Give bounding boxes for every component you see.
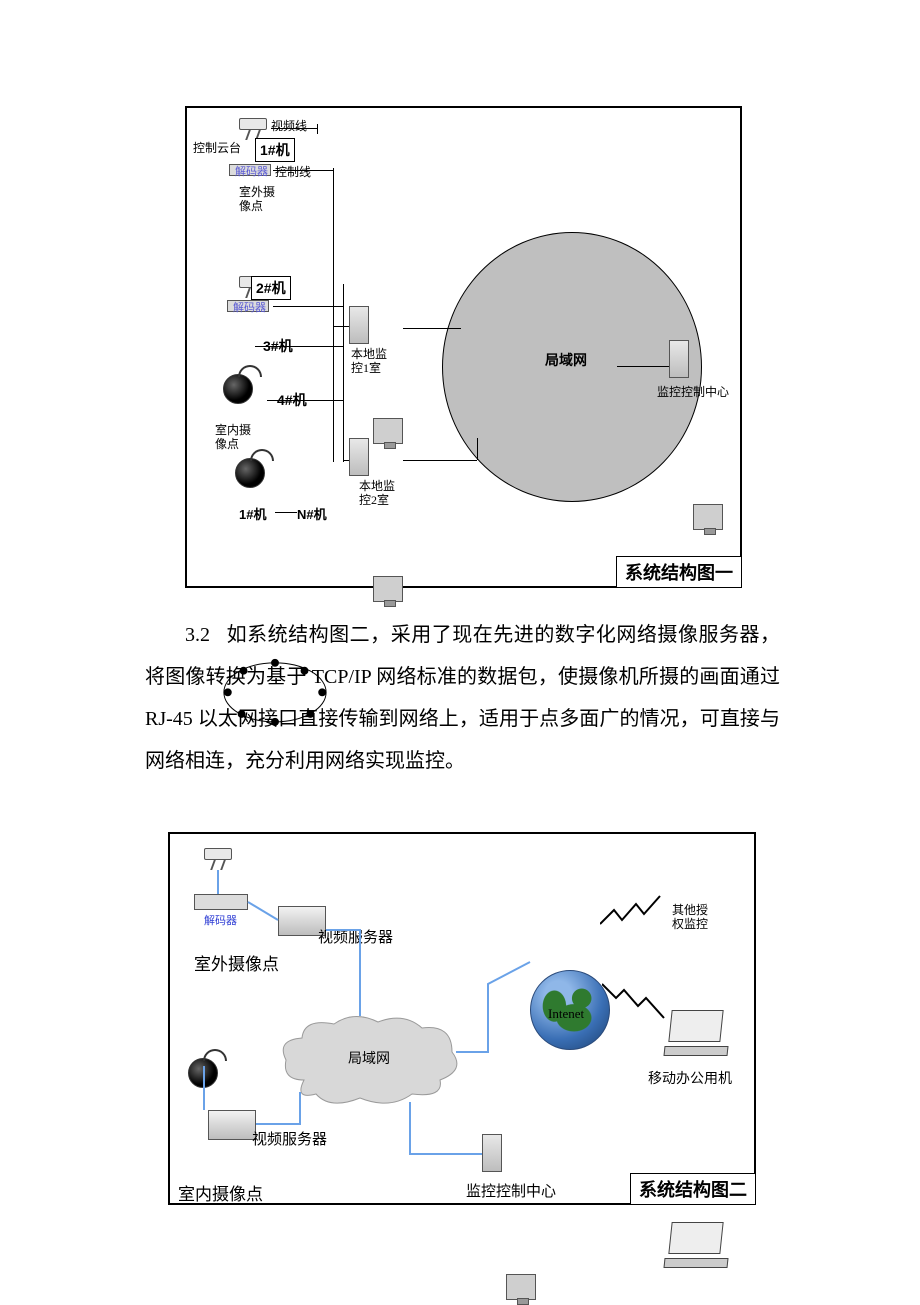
laptop-icon-2 bbox=[664, 1222, 734, 1268]
diagram-2-title: 系统结构图二 bbox=[630, 1173, 756, 1205]
diagram-1-title: 系统结构图一 bbox=[616, 556, 742, 588]
outdoor-point-label: 室外摄 像点 bbox=[239, 186, 275, 214]
pc-tower-icon-2 bbox=[349, 438, 369, 476]
ring-last-label: N#机 bbox=[297, 504, 327, 523]
center-label-1: 监控控制中心 bbox=[657, 386, 729, 400]
pc-monitor-icon-2 bbox=[373, 576, 403, 602]
pc-monitor-icon bbox=[373, 418, 403, 444]
video-line-label: 视频线 bbox=[271, 120, 307, 134]
cam2-label: 2#机 bbox=[251, 276, 291, 300]
dome-camera-icon bbox=[223, 374, 253, 404]
zig-link-2 bbox=[602, 978, 672, 1028]
section-paragraph: 3.2 如系统结构图二，采用了现在先进的数字化网络摄像服务器，将图像转换为基于 … bbox=[145, 614, 780, 782]
pc-tower-icon bbox=[349, 306, 369, 344]
cam1-label: 1#机 bbox=[255, 138, 295, 162]
center-monitor-icon-d2 bbox=[506, 1274, 536, 1300]
ring-first-label: 1#机 bbox=[239, 504, 266, 523]
control-ptz-label: 控制云台 bbox=[193, 142, 241, 156]
local-room2-label: 本地监 控2室 bbox=[359, 480, 395, 508]
section-number: 3.2 bbox=[185, 624, 210, 646]
lan-label: 局域网 bbox=[545, 350, 587, 370]
section-text: 如系统结构图二，采用了现在先进的数字化网络摄像服务器，将图像转换为基于 TCP/… bbox=[145, 624, 780, 772]
decoder-label-2: 解码器 bbox=[233, 302, 266, 314]
decoder-label-1: 解码器 bbox=[235, 166, 268, 178]
control-line-label: 控制线 bbox=[275, 166, 311, 180]
dome-camera-icon-2 bbox=[235, 458, 265, 488]
diagram-1-frame: 局域网 控制云台 视频线 1#机 解码器 控制线 室外摄 像点 2#机 解码器 … bbox=[185, 106, 742, 588]
center-tower-icon bbox=[669, 340, 689, 378]
indoor-point-label: 室内摄 像点 bbox=[215, 424, 251, 452]
center-monitor-icon bbox=[693, 504, 723, 530]
zig-link-1 bbox=[600, 888, 670, 928]
outdoor-camera-icon bbox=[233, 118, 273, 140]
local-room1-label: 本地监 控1室 bbox=[351, 348, 387, 376]
diagram-2-frame: 解码器 视频服务器 室外摄像点 视频服务器 室内摄像点 局域网 Intenet … bbox=[168, 832, 756, 1205]
